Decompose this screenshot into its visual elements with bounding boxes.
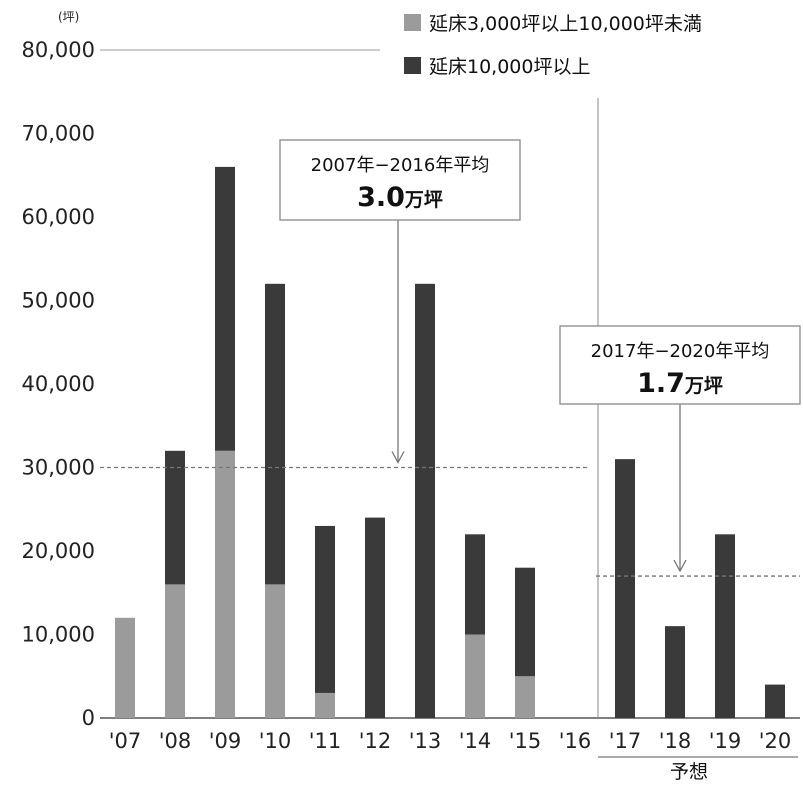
bar-segment-large (315, 525, 335, 693)
y-tick-label: 60,000 (22, 205, 95, 229)
callout-value: 3.0万坪 (357, 182, 443, 213)
callout-value-unit: 万坪 (404, 189, 443, 211)
y-tick-label: 20,000 (22, 539, 95, 563)
x-tick-label: '12 (359, 729, 392, 753)
y-tick-label: 80,000 (22, 38, 95, 62)
y-tick-label: 40,000 (22, 372, 95, 396)
x-tick-label: '20 (759, 729, 792, 753)
x-tick-label: '10 (259, 729, 292, 753)
bar-segment-mid (315, 692, 335, 718)
bar-segment-large (365, 517, 385, 718)
bar-segment-mid (465, 634, 485, 718)
y-tick-label: 50,000 (22, 289, 95, 313)
forecast-label: 予想 (670, 761, 708, 783)
legend-swatch-large (404, 57, 421, 74)
y-tick-label: 70,000 (22, 122, 95, 146)
bar-segment-mid (265, 584, 285, 718)
y-tick-label: 10,000 (22, 623, 95, 647)
bar-segment-large (265, 283, 285, 585)
callout-title: 2007年−2016年平均 (311, 155, 490, 176)
x-tick-label: '09 (209, 729, 242, 753)
legend-label-mid: 延床3,000坪以上10,000坪未満 (429, 13, 702, 35)
x-tick-label: '13 (409, 729, 442, 753)
callout-value: 1.7万坪 (637, 368, 723, 399)
callout-value-unit: 万坪 (684, 375, 723, 397)
callout-arrow-head (391, 451, 405, 464)
bars (115, 166, 785, 718)
callout-title: 2017年−2020年平均 (591, 341, 770, 362)
x-tick-label: '18 (659, 729, 692, 753)
callout-value-number: 3.0 (357, 182, 405, 213)
x-tick-label: '17 (609, 729, 642, 753)
bar-segment-large (465, 534, 485, 635)
bar-segment-mid (165, 584, 185, 718)
callout-box (279, 139, 521, 221)
bar-segment-mid (115, 617, 135, 718)
callout-box (559, 325, 801, 405)
bar-segment-large (415, 283, 435, 718)
callout-arrow-head (673, 559, 687, 573)
y-axis-unit: (坪) (58, 10, 79, 24)
bar-segment-large (665, 626, 685, 718)
bar-segment-mid (515, 676, 535, 718)
x-tick-label: '08 (159, 729, 192, 753)
x-tick-label: '19 (709, 729, 742, 753)
bar-segment-large (715, 534, 735, 718)
x-tick-label: '07 (109, 729, 142, 753)
y-tick-label: 0 (82, 706, 95, 730)
bar-segment-large (615, 459, 635, 718)
x-tick-label: '15 (509, 729, 542, 753)
bar-segment-large (215, 166, 235, 451)
legend-label-large: 延床10,000坪以上 (429, 56, 590, 78)
legend-swatch-mid (404, 14, 421, 31)
x-tick-label: '16 (559, 729, 592, 753)
axes: 0 10,000 20,000 30,000 40,000 50,000 60,000 70,… (22, 38, 800, 758)
bar-segment-large (765, 684, 785, 718)
x-tick-label: '14 (459, 729, 492, 753)
callout-value-number: 1.7 (637, 368, 685, 399)
x-tick-label: '11 (309, 729, 342, 753)
y-tick-label: 30,000 (22, 456, 95, 480)
bar-segment-mid (215, 450, 235, 718)
bar-segment-large (165, 450, 185, 585)
bar-segment-large (515, 567, 535, 677)
legend: 延床3,000坪以上10,000坪未満 延床10,000坪以上 (404, 13, 702, 78)
